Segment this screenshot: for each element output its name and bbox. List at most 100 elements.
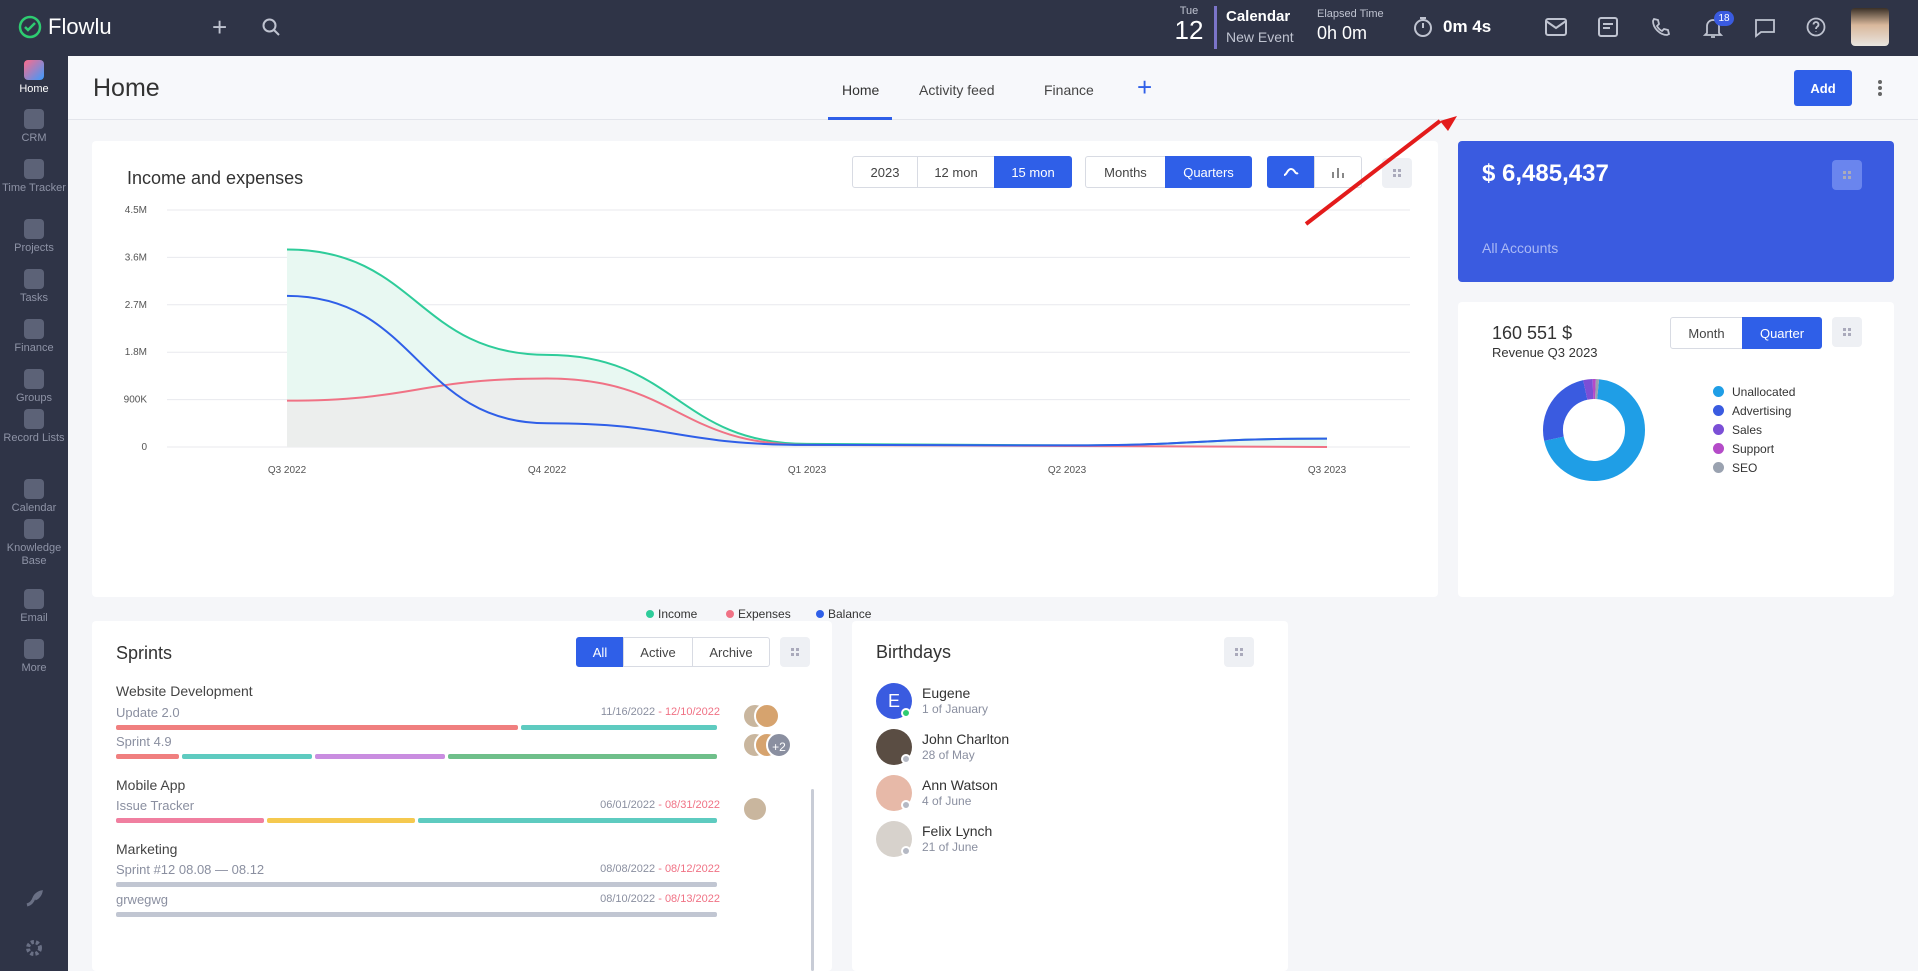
revenue-month-button[interactable]: Month [1670,317,1743,349]
revenue-legend-item[interactable]: SEO [1713,458,1795,477]
elapsed-value: 0h 0m [1317,23,1368,43]
sidebar-item-tasks[interactable]: Tasks [0,269,68,305]
tab-finance[interactable]: Finance [1044,82,1094,98]
calendar-icon [24,479,44,499]
legend-income-label: Income [658,607,698,621]
main-content: Home Home Activity feed Finance + Add In… [68,56,1918,971]
legend-expenses-label: Expenses [738,607,791,621]
revenue-legend-item[interactable]: Sales [1713,420,1795,439]
sidebar-settings-icon[interactable] [24,938,44,958]
chat-icon[interactable] [1754,18,1776,38]
revenue-donut-chart [1543,379,1645,481]
sidebar-item-email[interactable]: Email [0,589,68,625]
legend-expenses[interactable]: Expenses [726,607,791,621]
online-status-dot [901,846,911,856]
sprint-name[interactable]: Issue Tracker [116,798,195,813]
timer-value: 0m 4s [1443,17,1492,36]
birthday-name[interactable]: Felix Lynch [922,823,993,839]
sprint-group-title[interactable]: Marketing [116,841,178,857]
search-icon[interactable] [262,18,280,36]
birthdays-drag-handle[interactable] [1224,637,1254,667]
sprint-name[interactable]: Sprint 4.9 [116,734,172,749]
sprint-name[interactable]: grwegwg [116,892,169,907]
sidebar-item-finance[interactable]: Finance [0,319,68,355]
legend-balance[interactable]: Balance [816,607,871,621]
series-line-balance[interactable] [286,294,1328,447]
sidebar-help-icon[interactable] [24,888,44,908]
sidebar-item-projects[interactable]: Projects [0,219,68,255]
revenue-quarter-button[interactable]: Quarter [1742,317,1822,349]
donut-slice-unallocated[interactable] [1544,379,1645,481]
notes-icon[interactable] [1598,17,1618,37]
sprints-filter-all[interactable]: All [576,637,624,667]
calendar-title: Calendar [1226,8,1291,25]
add-icon[interactable]: + [212,12,228,42]
sprint-extra-count[interactable]: +2 [766,732,792,758]
accounts-drag-handle[interactable] [1832,160,1862,190]
app-logo[interactable]: Flowlu [18,14,112,40]
sprints-scrollbar[interactable] [811,789,814,971]
sprint-assignee-avatar[interactable] [754,703,780,729]
timer-widget[interactable]: 0m 4s [1413,16,1491,38]
legend-income[interactable]: Income [646,607,697,621]
period-15mon-button[interactable]: 15 mon [994,156,1072,188]
group-quarters-button[interactable]: Quarters [1165,156,1252,188]
add-tab-icon[interactable]: + [1137,72,1153,102]
birthday-name[interactable]: Ann Watson [922,777,998,793]
sprint-progress-segment [267,818,415,823]
help-icon[interactable] [1806,17,1826,37]
sprint-name[interactable]: Sprint #12 08.08 — 08.12 [116,862,265,877]
sidebar-item-home[interactable]: Home [0,60,68,96]
period-2023-button[interactable]: 2023 [852,156,918,188]
user-avatar[interactable] [1851,8,1889,46]
sprints-card: Sprints All Active Archive Website Devel… [92,621,832,971]
sprint-progress-segment [182,754,313,759]
legend-swatch [1713,462,1724,473]
day-number: 12 [1174,15,1204,45]
sprint-name[interactable]: Update 2.0 [116,705,180,720]
y-tick-label: 2.7M [125,300,147,311]
revenue-legend-item[interactable]: Advertising [1713,401,1795,420]
bar-chart-toggle[interactable] [1314,156,1362,188]
mail-icon[interactable] [1545,18,1567,36]
sprint-group-title[interactable]: Website Development [116,683,253,699]
accounts-card[interactable]: $ 6,485,437 All Accounts [1304,116,1894,282]
tab-activity-feed[interactable]: Activity feed [919,82,995,98]
line-chart-toggle[interactable] [1267,156,1315,188]
donut-slice-advertising[interactable] [1543,380,1588,441]
phone-icon[interactable] [1651,17,1671,37]
revenue-legend-item[interactable]: Support [1713,439,1795,458]
birthday-name[interactable]: John Charlton [922,731,1010,747]
sprints-filter-active[interactable]: Active [623,637,693,667]
group-months-button[interactable]: Months [1085,156,1166,188]
period-12mon-button[interactable]: 12 mon [917,156,995,188]
kebab-menu-icon[interactable] [1878,80,1882,84]
elapsed-widget[interactable]: Elapsed Time 0h 0m [1317,8,1384,44]
sidebar-item-record-lists[interactable]: Record Lists [0,409,68,445]
sprints-drag-handle[interactable] [780,637,810,667]
birthday-name[interactable]: Eugene [922,685,971,701]
donut-slice-sales[interactable] [1583,379,1594,400]
revenue-label: Revenue Q3 2023 [1492,345,1598,360]
birthday-date: 1 of January [922,702,989,716]
date-widget[interactable]: Tue 12 [1174,5,1204,43]
sidebar-item-groups[interactable]: Groups [0,369,68,405]
sprint-assignee-avatar[interactable] [742,796,768,822]
add-button[interactable]: Add [1794,70,1852,106]
sidebar-item-knowledge-base[interactable]: Knowledge Base [0,519,68,568]
legend-label: SEO [1732,460,1758,475]
sidebar-item-crm[interactable]: CRM [0,109,68,145]
sprint-group-title[interactable]: Mobile App [116,777,186,793]
sidebar-item-calendar[interactable]: Calendar [0,479,68,515]
sidebar-item-more[interactable]: More [0,639,68,675]
calendar-widget[interactable]: Calendar New Event [1226,8,1294,45]
sprints-filter-archive[interactable]: Archive [692,637,770,667]
sidebar-item-time-tracker[interactable]: Time Tracker [0,159,68,195]
top-bar: Flowlu + Tue 12 Calendar New Event Elaps… [0,0,1918,56]
day-name: Tue [1179,5,1199,17]
sidebar-item-label: Finance [14,342,54,354]
tab-home[interactable]: Home [842,82,880,98]
knowledge-base-icon [24,519,44,539]
revenue-drag-handle[interactable] [1832,317,1862,347]
revenue-legend-item[interactable]: Unallocated [1713,382,1795,401]
